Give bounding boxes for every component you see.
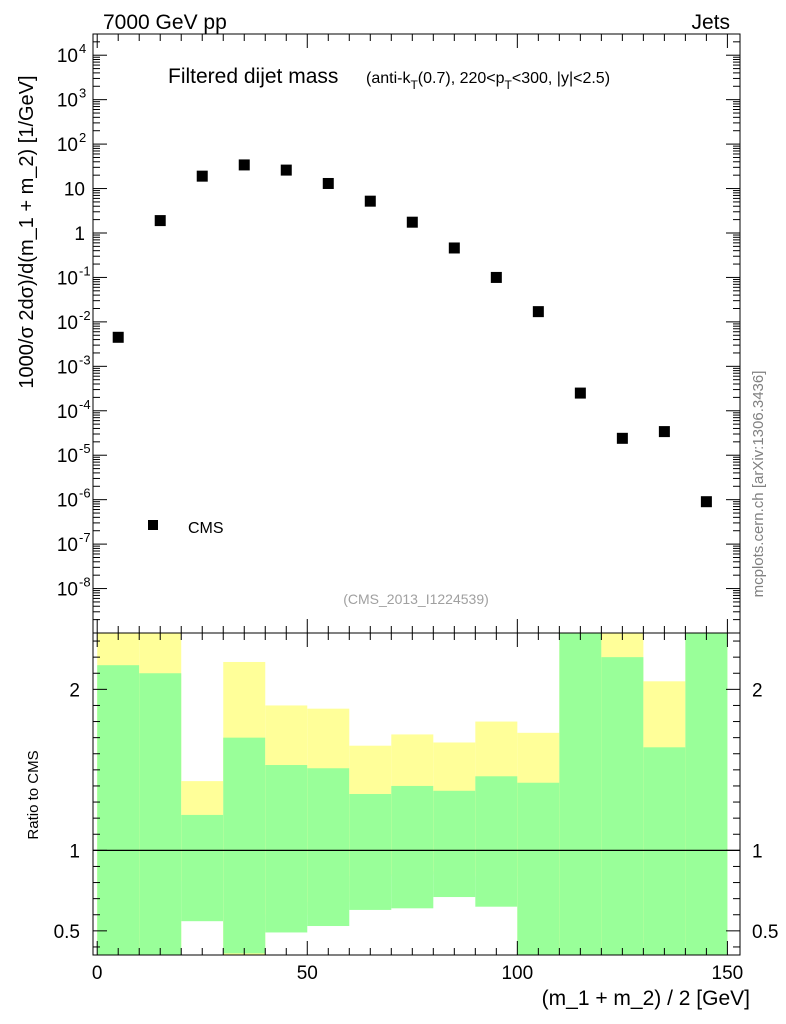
subtitle-part: (0.7), 220<p bbox=[418, 70, 505, 87]
green-band bbox=[349, 794, 392, 910]
data-point-cms bbox=[490, 271, 502, 283]
data-point-cms bbox=[112, 331, 124, 343]
y-tick-label: 10 bbox=[57, 535, 78, 556]
x-tick-label: 0 bbox=[92, 963, 103, 984]
data-point-cms bbox=[154, 215, 166, 227]
green-band bbox=[181, 814, 224, 922]
side-label: mcplots.cern.ch [arXiv:1306.3436] bbox=[750, 371, 767, 598]
data-point-cms bbox=[280, 164, 292, 176]
header-left: 7000 GeV pp bbox=[103, 11, 227, 34]
y-tick-label: 1 bbox=[74, 224, 85, 245]
ratio-y-tick-label-right: 2 bbox=[752, 680, 763, 701]
y-tick-label: 10 bbox=[57, 357, 78, 378]
data-point-cms bbox=[238, 159, 250, 171]
y-tick-label: 10 bbox=[57, 46, 78, 67]
y-tick-exponent: -2 bbox=[79, 308, 91, 323]
data-point-cms bbox=[196, 170, 208, 182]
data-point-cms bbox=[700, 496, 712, 508]
y-tick-exponent: -7 bbox=[79, 530, 91, 545]
y-tick-label: 10 bbox=[57, 313, 78, 334]
green-band bbox=[517, 782, 560, 955]
header-right: Jets bbox=[691, 11, 730, 34]
subtitle-part: T bbox=[410, 78, 418, 92]
main-ylabel: 1000/σ 2dσ)/d(m_1 + m_2) [1/GeV] bbox=[16, 75, 38, 388]
green-band bbox=[391, 785, 434, 909]
green-band bbox=[307, 768, 350, 927]
ratio-y-tick-label-left: 0.5 bbox=[54, 922, 80, 943]
y-tick-label: 10 bbox=[57, 402, 78, 423]
data-point-cms bbox=[406, 216, 418, 228]
y-tick-exponent: -4 bbox=[79, 397, 91, 412]
ratio-frame bbox=[92, 632, 741, 956]
y-tick-exponent: -3 bbox=[79, 352, 91, 367]
green-band bbox=[223, 737, 266, 954]
data-point-cms bbox=[322, 177, 334, 189]
y-tick-exponent: -8 bbox=[79, 575, 91, 590]
ratio-ylabel: Ratio to CMS bbox=[25, 750, 42, 839]
y-tick-label: 10 bbox=[57, 446, 78, 467]
green-band bbox=[265, 765, 308, 933]
ratio-bands bbox=[97, 633, 728, 955]
subtitle-part: (anti-k bbox=[366, 70, 411, 87]
y-tick-exponent: -5 bbox=[79, 441, 91, 456]
main-frame bbox=[92, 33, 741, 634]
y-tick-label: 10 bbox=[57, 268, 78, 289]
legend-label-cms: CMS bbox=[188, 520, 224, 537]
ratio-y-tick-label-left: 2 bbox=[69, 680, 80, 701]
y-tick-label: 10 bbox=[64, 180, 85, 201]
green-band bbox=[643, 747, 686, 955]
green-band bbox=[97, 665, 140, 955]
x-tick-label: 100 bbox=[501, 963, 533, 984]
main-title: Filtered dijet mass bbox=[168, 65, 338, 88]
subtitle-part: <300, |y|<2.5) bbox=[512, 70, 610, 87]
ratio-panel: 2 2 1 1 0.5 0.5 0 50 100 150 bbox=[54, 632, 778, 984]
data-point-cms bbox=[448, 242, 460, 254]
y-tick-exponent: 3 bbox=[79, 86, 86, 101]
y-tick-label: 10 bbox=[57, 91, 78, 112]
ratio-y-tick-label-left: 1 bbox=[69, 841, 80, 862]
y-tick-label: 10 bbox=[57, 580, 78, 601]
y-tick-exponent: -6 bbox=[79, 486, 91, 501]
y-tick-label: 10 bbox=[57, 135, 78, 156]
legend-marker-cms bbox=[148, 520, 158, 530]
data-point-cms bbox=[658, 426, 670, 438]
ratio-y-tick-label-right: 1 bbox=[752, 841, 763, 862]
analysis-id: (CMS_2013_I1224539) bbox=[343, 591, 489, 607]
green-band bbox=[559, 633, 602, 955]
data-point-cms bbox=[364, 195, 376, 207]
x-tick-label: 50 bbox=[297, 963, 318, 984]
green-band bbox=[433, 790, 476, 898]
y-tick-exponent: 4 bbox=[79, 41, 86, 56]
main-subtitle: (anti-kT(0.7), 220<pT<300, |y|<2.5) bbox=[366, 70, 610, 92]
data-point-cms bbox=[532, 306, 544, 318]
y-tick-exponent: 2 bbox=[79, 130, 86, 145]
x-tick-label: 150 bbox=[712, 963, 744, 984]
green-band bbox=[475, 776, 518, 907]
y-tick-label: 10 bbox=[57, 491, 78, 512]
green-band bbox=[601, 657, 644, 955]
data-point-cms bbox=[616, 432, 628, 444]
y-tick-exponent: -1 bbox=[79, 263, 91, 278]
ratio-y-tick-label-right: 0.5 bbox=[752, 922, 778, 943]
data-point-cms bbox=[574, 387, 586, 399]
subtitle-part: T bbox=[505, 78, 513, 92]
green-band bbox=[685, 633, 728, 955]
green-band bbox=[139, 673, 182, 955]
x-axis-label: (m_1 + m_2) / 2 [GeV] bbox=[542, 987, 750, 1010]
